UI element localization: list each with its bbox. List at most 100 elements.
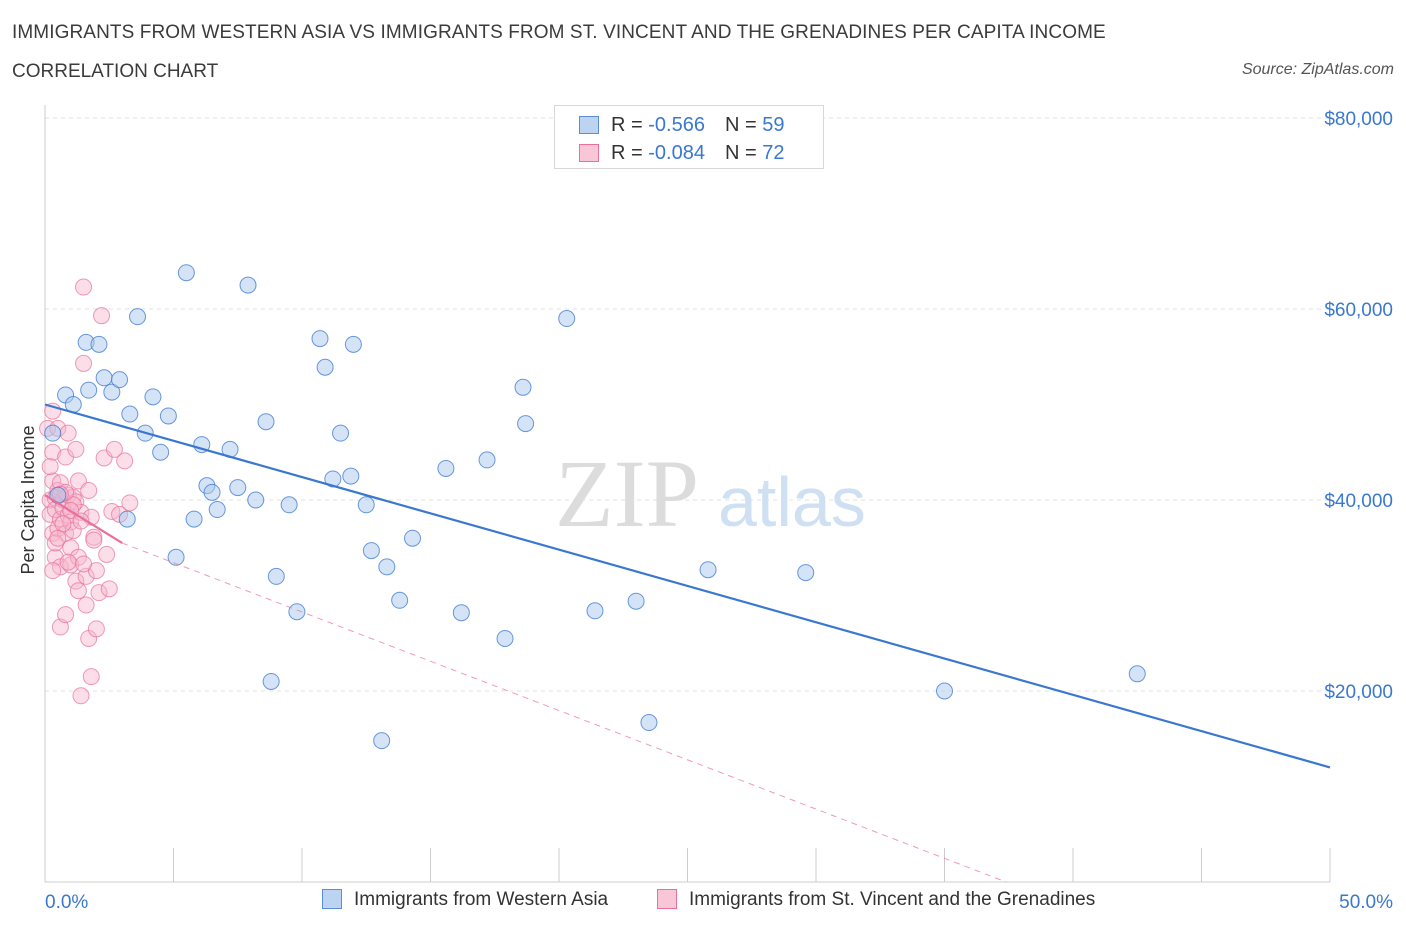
data-point-western-asia <box>558 310 576 328</box>
tick-labels: $20,000 $40,000 $60,000 $80,000 0.0% 50.0% <box>45 109 1393 913</box>
data-point-western-asia <box>640 714 658 732</box>
y-tick-label: $40,000 <box>1324 491 1393 512</box>
data-point-western-asia <box>362 542 380 560</box>
trend-line-st-vincent <box>44 494 123 544</box>
source-label: Source: ZipAtlas.com <box>1241 61 1394 78</box>
legend-n-label: N = <box>724 142 763 164</box>
data-point-western-asia <box>103 383 121 401</box>
x-tick-label: 0.0% <box>45 892 88 913</box>
chart-subtitle: CORRELATION CHART <box>12 61 219 82</box>
zipatlas-watermark: ZIP atlas <box>555 440 866 547</box>
data-point-western-asia <box>159 407 177 425</box>
data-point-western-asia <box>373 732 391 750</box>
data-point-western-asia <box>344 335 362 353</box>
series-st-vincent <box>39 278 139 705</box>
data-point-western-asia <box>342 467 360 485</box>
trend-lines <box>44 403 1331 883</box>
data-point-western-asia <box>797 564 815 582</box>
data-point-western-asia <box>208 501 226 519</box>
bottom-legend-label: Immigrants from Western Asia <box>354 889 609 910</box>
data-point-st-vincent <box>93 307 111 325</box>
data-point-st-vincent <box>85 531 103 549</box>
data-point-st-vincent <box>44 443 62 461</box>
data-point-st-vincent <box>59 424 77 442</box>
data-point-st-vincent <box>100 580 118 598</box>
data-point-western-asia <box>1128 665 1146 683</box>
data-point-western-asia <box>90 335 108 353</box>
data-point-western-asia <box>332 424 350 442</box>
data-point-western-asia <box>262 672 280 690</box>
data-point-western-asia <box>80 381 98 399</box>
data-point-western-asia <box>311 330 329 348</box>
bottom-legend-st-vincent: Immigrants from St. Vincent and the Gren… <box>657 889 1095 911</box>
data-point-western-asia <box>118 510 136 528</box>
data-point-st-vincent <box>67 440 85 458</box>
data-point-western-asia <box>357 496 375 514</box>
data-point-western-asia <box>203 483 221 501</box>
data-point-western-asia <box>247 491 265 509</box>
data-point-st-vincent <box>57 606 75 624</box>
data-point-st-vincent <box>49 529 67 547</box>
data-point-st-vincent <box>69 582 87 600</box>
legend-r-label: R = <box>611 142 649 164</box>
data-point-western-asia <box>257 413 275 431</box>
grid-lines <box>45 117 1330 692</box>
data-point-western-asia <box>936 682 953 700</box>
data-point-st-vincent <box>105 440 123 458</box>
y-tick-label: $60,000 <box>1324 300 1393 321</box>
svg-text:atlas: atlas <box>718 463 866 541</box>
legend-n-label: N = <box>724 114 763 136</box>
data-point-st-vincent <box>75 278 93 296</box>
legend-n-value: 72 <box>762 142 785 164</box>
data-point-western-asia <box>586 602 604 620</box>
legend-r-label: R = <box>611 114 649 136</box>
data-point-western-asia <box>267 567 285 585</box>
data-point-western-asia <box>144 388 162 406</box>
y-tick-label: $20,000 <box>1324 682 1393 703</box>
data-point-st-vincent <box>41 458 59 476</box>
data-point-st-vincent <box>121 494 139 512</box>
data-point-western-asia <box>452 604 470 622</box>
series-western-asia <box>44 264 1146 750</box>
data-point-st-vincent <box>59 553 77 571</box>
data-point-st-vincent <box>82 668 100 686</box>
data-point-western-asia <box>496 629 514 647</box>
data-point-western-asia <box>152 443 170 461</box>
data-point-western-asia <box>167 548 185 566</box>
bottom-legend-western-asia: Immigrants from Western Asia <box>322 889 608 911</box>
data-point-western-asia <box>478 451 496 469</box>
legend-n-value: 59 <box>762 114 785 136</box>
legend-r-value: -0.566 <box>648 114 705 136</box>
data-point-western-asia <box>121 405 139 423</box>
data-point-st-vincent <box>72 687 90 705</box>
data-point-western-asia <box>316 358 334 376</box>
trend-line-western-asia <box>44 403 1331 769</box>
legend-row-st-vincent: R = -0.084 N = 72 <box>579 142 784 165</box>
legend-r-value: -0.084 <box>648 142 705 164</box>
data-point-western-asia <box>95 369 113 387</box>
correlation-legend: R = -0.566 N = 59 R = -0.084 N = 72 <box>554 105 824 169</box>
data-point-western-asia <box>280 496 298 514</box>
chart-title: IMMIGRANTS FROM WESTERN ASIA VS IMMIGRAN… <box>12 22 1106 43</box>
data-point-western-asia <box>517 415 535 433</box>
data-point-st-vincent <box>75 555 93 573</box>
data-point-western-asia <box>185 510 203 528</box>
data-point-western-asia <box>404 529 422 547</box>
data-point-st-vincent <box>98 545 116 563</box>
data-point-st-vincent <box>77 567 95 585</box>
data-point-western-asia <box>44 424 62 442</box>
bottom-legend-swatch-pink <box>657 889 677 909</box>
data-point-western-asia <box>437 459 455 477</box>
data-point-western-asia <box>514 378 532 396</box>
data-point-western-asia <box>699 561 717 579</box>
data-point-western-asia <box>391 591 409 609</box>
legend-swatch-pink <box>579 144 599 162</box>
data-point-st-vincent <box>90 584 108 602</box>
data-point-western-asia <box>229 479 247 497</box>
bottom-legend-swatch-blue <box>322 889 342 909</box>
data-point-western-asia <box>111 371 129 389</box>
legend-swatch-blue <box>579 116 599 134</box>
data-point-western-asia <box>177 264 195 282</box>
data-point-st-vincent <box>46 548 64 566</box>
